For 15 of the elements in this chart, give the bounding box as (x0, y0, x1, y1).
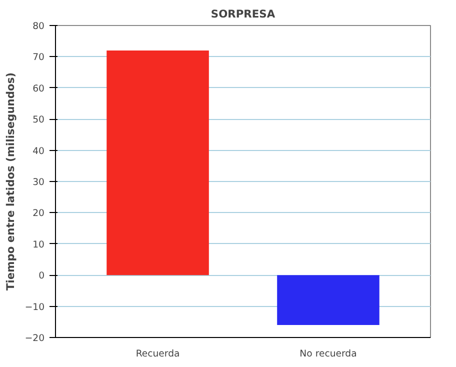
y-tick-label: 60 (32, 83, 45, 94)
y-axis-title: Tiempo entre latidos (milisegundos) (4, 72, 17, 291)
y-tick-label: 0 (38, 270, 45, 282)
y-tick-label: 10 (32, 239, 45, 250)
y-tick-label: 70 (32, 52, 45, 64)
x-tick-label: No recuerda (300, 348, 357, 360)
y-tick-label: 40 (32, 146, 45, 157)
chart-title: SORPRESA (210, 8, 276, 20)
y-tick-label: −20 (24, 333, 45, 344)
y-tick-label: 80 (32, 21, 45, 32)
y-tick-label: −10 (24, 302, 45, 313)
y-tick-label: 20 (32, 208, 45, 220)
y-tick-label: 30 (32, 177, 45, 188)
x-tick-label: Recuerda (136, 348, 180, 360)
y-tick-label: 50 (32, 114, 45, 126)
